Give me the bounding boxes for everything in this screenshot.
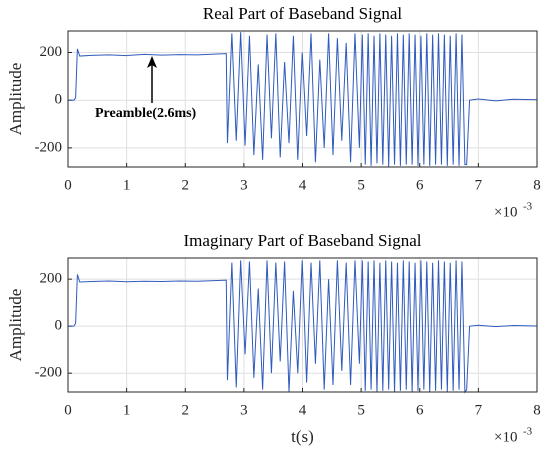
x-tick-label: 2: [182, 177, 190, 193]
chart-title: Real Part of Baseband Signal: [203, 4, 403, 23]
y-tick-label: -200: [35, 139, 63, 155]
x-tick-label: 6: [416, 177, 424, 193]
y-tick-label: 0: [55, 318, 63, 334]
annotation-arrowhead: [147, 56, 157, 68]
x-tick-label: 5: [357, 177, 365, 193]
signal-line: [68, 32, 538, 168]
y-tick-label: -200: [35, 365, 63, 381]
y-axis-label: Amplitude: [6, 63, 25, 136]
y-tick-label: 200: [40, 271, 63, 287]
x-tick-label: 4: [299, 402, 307, 418]
y-tick-label: 200: [40, 44, 63, 60]
x-multiplier: ×10: [494, 204, 517, 220]
axes-box: [67, 257, 538, 393]
x-tick-label: 3: [240, 402, 248, 418]
x-tick-label: 1: [123, 177, 131, 193]
x-exponent: -3: [523, 201, 533, 213]
x-tick-label: 1: [123, 402, 131, 418]
subplot: 0 1 2 3 4 5 6 7 8 -200 0 200 Real Part of Baseband S…: [6, 4, 541, 221]
x-tick-label: 7: [475, 402, 483, 418]
x-tick-label: 0: [64, 177, 72, 193]
subplot: 0 1 2 3 4 5 6 7 8 -200 0 200 Imaginary Part of Baseb…: [6, 231, 541, 446]
x-tick-label: 6: [416, 402, 424, 418]
x-tick-label: 3: [240, 177, 248, 193]
x-tick-label: 4: [299, 177, 307, 193]
x-exponent: -3: [523, 426, 533, 438]
y-tick-label: 0: [55, 92, 63, 108]
chart-title: Imaginary Part of Baseband Signal: [184, 231, 422, 250]
x-tick-label: 0: [64, 402, 72, 418]
axes-box: [67, 30, 538, 168]
x-tick-label: 8: [533, 177, 541, 193]
annotation: Preamble(2.6ms): [95, 106, 197, 121]
x-tick-label: 8: [533, 402, 541, 418]
x-tick-label: 2: [182, 402, 190, 418]
x-multiplier: ×10: [494, 429, 517, 445]
signal-line: [68, 260, 538, 394]
x-axis-label: t(s): [291, 427, 314, 446]
x-tick-label: 7: [475, 177, 483, 193]
y-axis-label: Amplitude: [6, 289, 25, 362]
x-tick-label: 5: [357, 402, 365, 418]
